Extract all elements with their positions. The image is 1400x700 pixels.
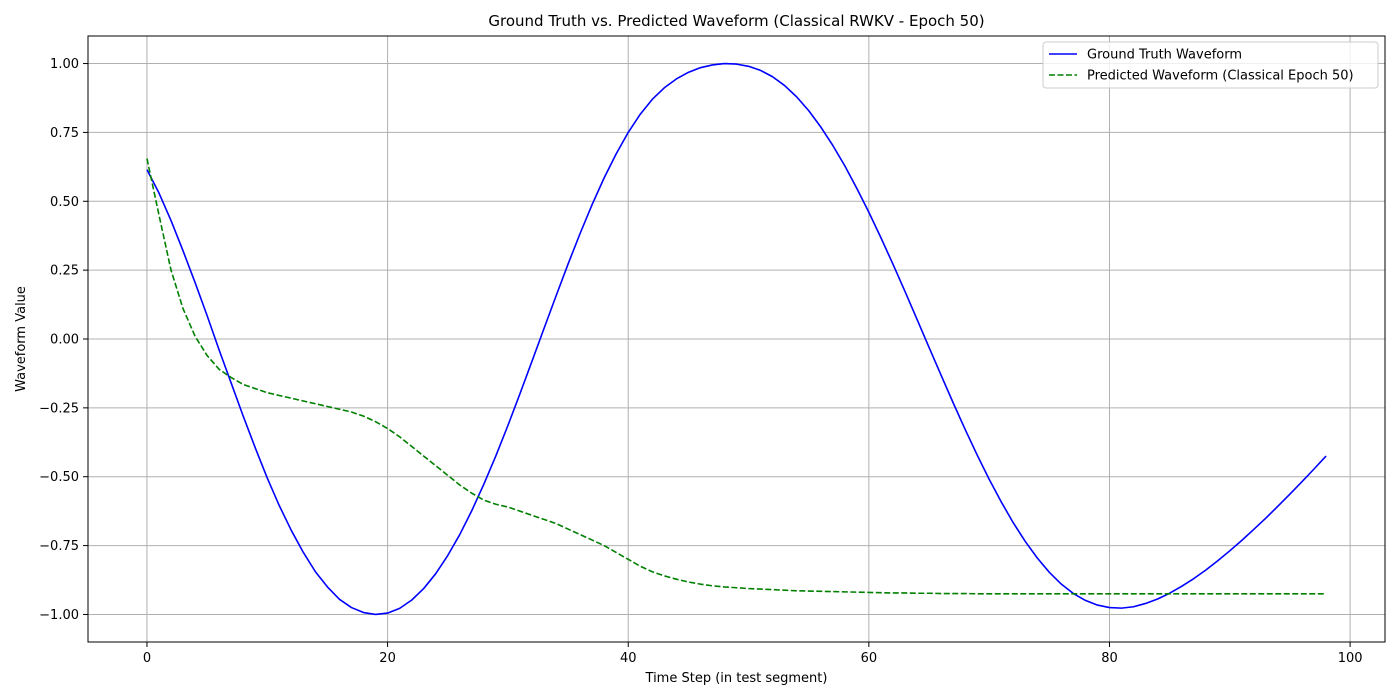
- y-tick-label: −0.25: [39, 401, 79, 416]
- y-tick-label: 1.00: [50, 57, 79, 72]
- y-tick-label: 0.50: [50, 195, 79, 210]
- y-tick-label: −0.75: [39, 539, 79, 554]
- ground-truth-series-line: [146, 62, 1327, 616]
- x-tick-label: 20: [379, 651, 396, 666]
- chart-title: Ground Truth vs. Predicted Waveform (Cla…: [488, 12, 984, 30]
- ticks: 0 20 40 60 80 100 1.00 0.75 0.50 0.25 0.00 −0.25 −0.…: [39, 57, 1362, 666]
- legend-label-ground-truth: Ground Truth Waveform: [1087, 48, 1242, 63]
- x-tick-label: 40: [620, 651, 637, 666]
- legend-box: [1042, 41, 1379, 89]
- x-tick-label: 80: [1101, 651, 1118, 666]
- legend: Ground Truth Waveform Predicted Waveform …: [1042, 41, 1379, 89]
- grid: [88, 36, 1385, 642]
- x-tick-label: 0: [143, 651, 151, 666]
- y-tick-label: 0.00: [50, 333, 79, 348]
- y-tick-label: 0.75: [50, 126, 79, 141]
- legend-label-predicted: Predicted Waveform (Classical Epoch 50): [1087, 69, 1354, 84]
- x-axis-label: Time Step (in test segment): [645, 671, 828, 686]
- series-layer: [146, 62, 1327, 616]
- x-tick-label: 60: [861, 651, 878, 666]
- y-tick-label: 0.25: [50, 264, 79, 279]
- predicted-series-line: [146, 158, 1327, 595]
- y-tick-label: −0.50: [39, 470, 79, 485]
- x-tick-label: 100: [1338, 651, 1363, 666]
- y-tick-label: −1.00: [39, 608, 79, 623]
- y-axis-label: Waveform Value: [14, 286, 29, 392]
